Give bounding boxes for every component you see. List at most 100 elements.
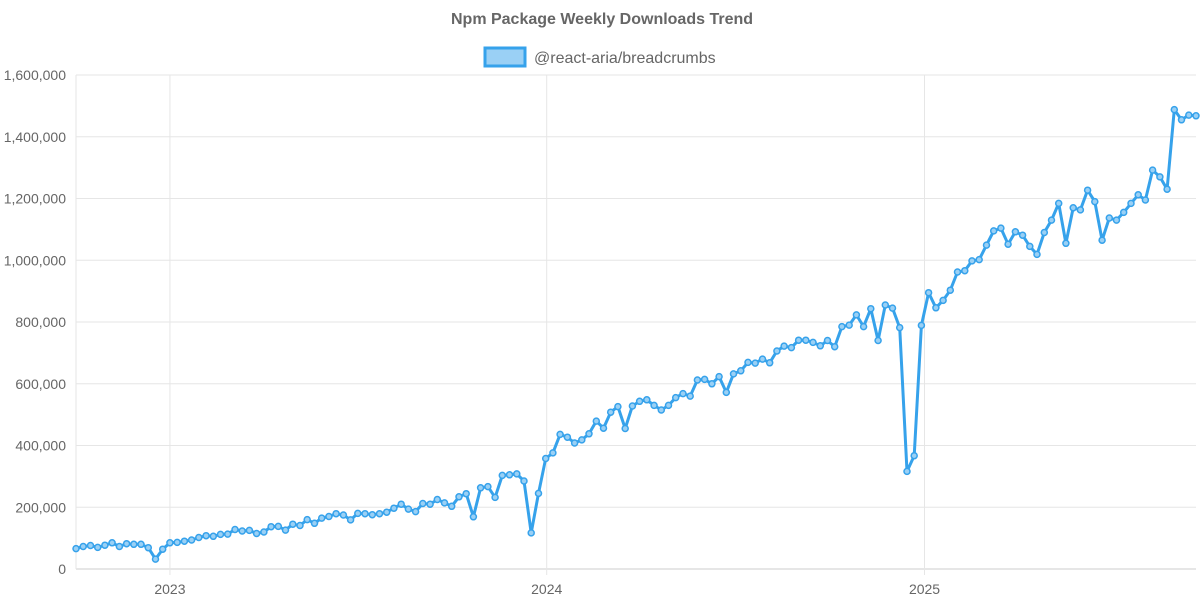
data-point[interactable] <box>195 533 203 542</box>
data-point[interactable] <box>874 336 882 345</box>
data-point[interactable] <box>310 519 319 528</box>
data-point[interactable] <box>1018 231 1027 239</box>
data-point[interactable] <box>426 500 434 508</box>
data-point[interactable] <box>541 454 550 463</box>
data-point[interactable] <box>137 540 145 549</box>
data-point[interactable] <box>368 510 377 519</box>
data-point[interactable] <box>375 509 384 518</box>
data-point[interactable] <box>462 489 470 498</box>
data-point[interactable] <box>816 342 825 350</box>
data-point[interactable] <box>989 227 998 235</box>
data-point[interactable] <box>859 322 868 331</box>
data-point[interactable] <box>1040 228 1049 237</box>
data-point[interactable] <box>961 266 969 275</box>
data-point[interactable] <box>144 543 153 552</box>
data-point[interactable] <box>809 338 817 347</box>
data-point[interactable] <box>946 286 955 294</box>
data-point[interactable] <box>505 471 514 479</box>
data-point[interactable] <box>932 304 940 312</box>
data-point[interactable] <box>1083 186 1092 194</box>
data-point[interactable] <box>346 516 355 524</box>
data-point[interactable] <box>151 555 160 563</box>
data-point[interactable] <box>1011 228 1020 236</box>
data-point[interactable] <box>939 296 947 305</box>
data-point[interactable] <box>1163 185 1171 193</box>
data-point[interactable] <box>895 323 904 332</box>
data-point[interactable] <box>382 508 391 516</box>
data-point[interactable] <box>1148 166 1157 174</box>
data-point[interactable] <box>158 545 167 553</box>
data-point[interactable] <box>664 401 673 410</box>
data-point[interactable] <box>881 301 890 309</box>
data-point[interactable] <box>650 401 658 410</box>
data-point[interactable] <box>953 268 962 276</box>
data-point[interactable] <box>838 322 846 331</box>
data-point[interactable] <box>476 484 485 492</box>
data-point[interactable] <box>1177 116 1186 124</box>
data-point[interactable] <box>773 347 781 355</box>
data-point[interactable] <box>498 471 507 480</box>
data-point[interactable] <box>115 542 124 551</box>
data-point[interactable] <box>419 499 427 508</box>
data-point[interactable] <box>534 489 543 498</box>
data-point[interactable] <box>708 380 716 388</box>
data-point[interactable] <box>332 509 340 518</box>
data-point[interactable] <box>643 396 651 404</box>
data-point[interactable] <box>556 430 564 439</box>
data-point[interactable] <box>1170 105 1179 114</box>
data-point[interactable] <box>187 536 196 544</box>
data-point[interactable] <box>845 321 853 329</box>
data-point[interactable] <box>209 532 218 541</box>
data-point[interactable] <box>802 336 810 344</box>
legend-swatch[interactable] <box>483 46 527 68</box>
data-point[interactable] <box>1098 236 1106 244</box>
data-point[interactable] <box>578 436 586 444</box>
data-point[interactable] <box>751 359 759 367</box>
data-point[interactable] <box>975 255 983 264</box>
data-point[interactable] <box>223 530 232 538</box>
data-point[interactable] <box>729 370 738 378</box>
data-point[interactable] <box>549 449 557 457</box>
data-point[interactable] <box>924 288 933 297</box>
data-point[interactable] <box>447 502 456 511</box>
data-point[interactable] <box>585 430 593 438</box>
data-point[interactable] <box>968 257 976 265</box>
data-point[interactable] <box>621 424 629 433</box>
data-point[interactable] <box>325 512 333 521</box>
data-point[interactable] <box>296 521 304 530</box>
data-point[interactable] <box>1047 216 1056 224</box>
data-point[interactable] <box>281 526 290 534</box>
data-point[interactable] <box>679 389 687 398</box>
data-point[interactable] <box>274 522 283 531</box>
data-point[interactable] <box>1062 239 1070 248</box>
data-point[interactable] <box>686 392 694 400</box>
data-point[interactable] <box>867 304 875 313</box>
data-point[interactable] <box>122 539 131 548</box>
data-point[interactable] <box>1141 196 1150 204</box>
data-point[interactable] <box>1127 199 1135 208</box>
data-point[interactable] <box>1054 199 1063 208</box>
data-point[interactable] <box>599 424 608 432</box>
data-point[interactable] <box>1033 250 1041 259</box>
data-point[interactable] <box>440 499 449 507</box>
data-point[interactable] <box>628 402 637 410</box>
data-point[interactable] <box>635 397 644 406</box>
data-point[interactable] <box>404 505 413 513</box>
data-point[interactable] <box>484 482 492 491</box>
data-point[interactable] <box>1134 191 1142 199</box>
data-point[interactable] <box>252 529 261 538</box>
data-point[interactable] <box>1069 204 1077 212</box>
data-point[interactable] <box>289 520 297 528</box>
data-point[interactable] <box>657 406 666 414</box>
data-point[interactable] <box>917 321 926 330</box>
data-point[interactable] <box>765 359 774 367</box>
data-point[interactable] <box>491 493 499 502</box>
data-point[interactable] <box>166 539 174 547</box>
data-point[interactable] <box>527 529 535 537</box>
data-point[interactable] <box>722 388 731 397</box>
data-point[interactable] <box>1192 112 1200 120</box>
data-point[interactable] <box>715 372 723 381</box>
data-point[interactable] <box>86 541 95 550</box>
data-point[interactable] <box>606 408 615 416</box>
data-point[interactable] <box>79 542 87 551</box>
